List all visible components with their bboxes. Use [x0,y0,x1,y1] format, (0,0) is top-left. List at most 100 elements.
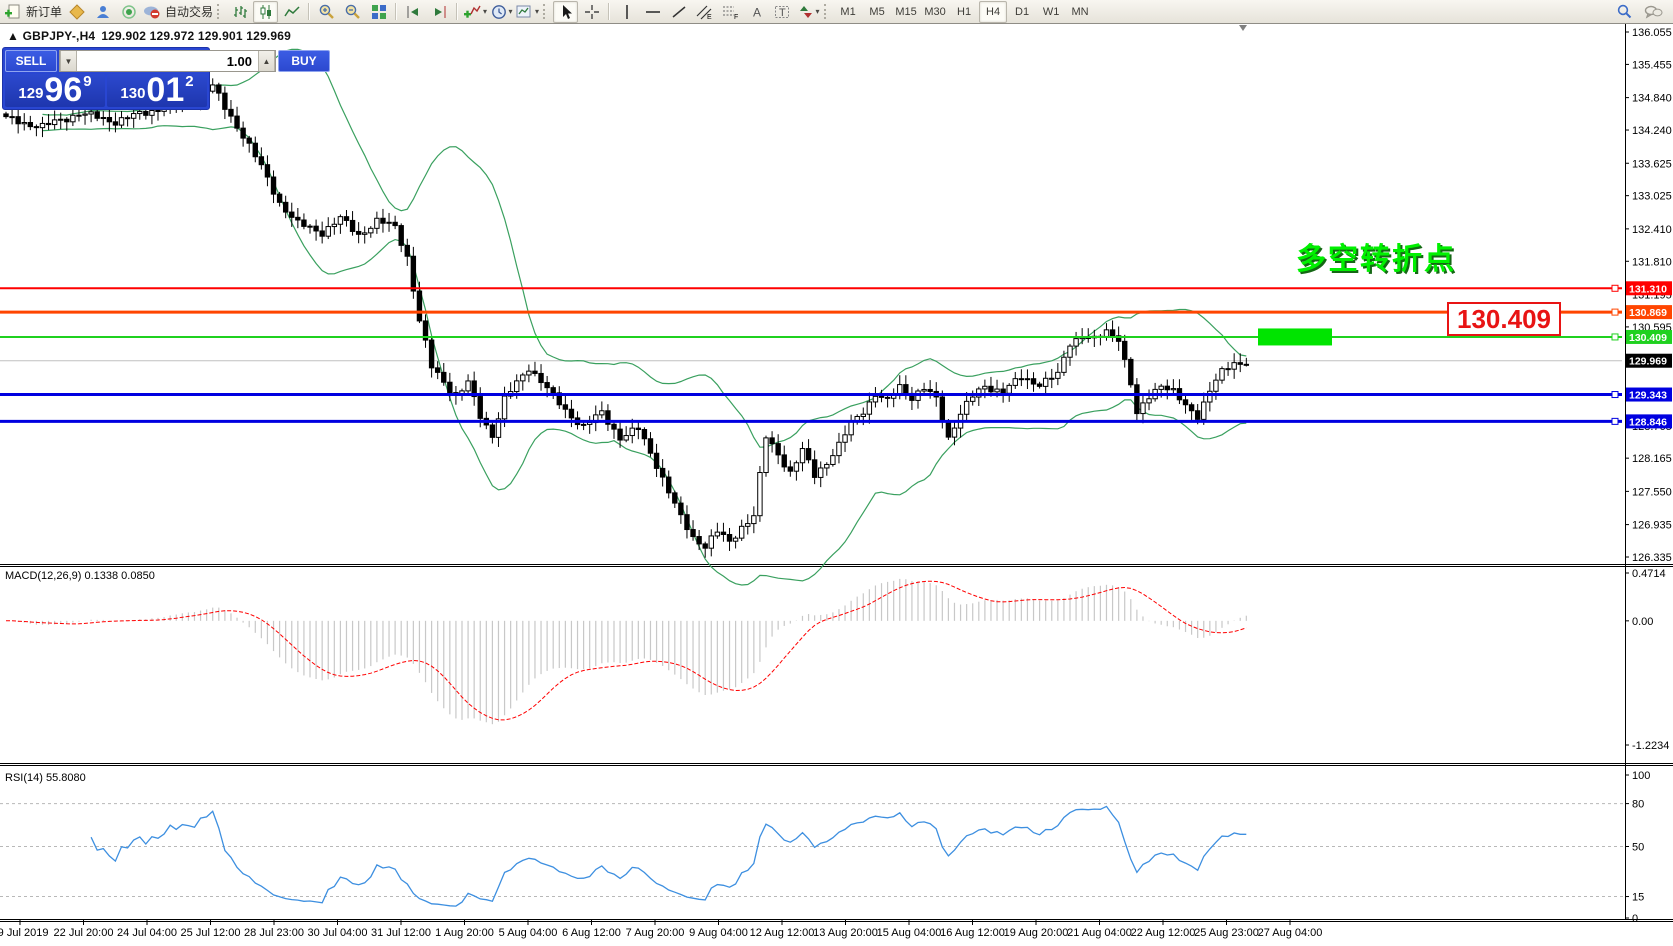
price-level-callout[interactable]: 130.409 [1447,302,1561,336]
signals-button[interactable] [116,1,141,23]
line-chart-button[interactable] [279,1,304,23]
volume-input[interactable] [77,51,258,71]
tab-timeframe-d1[interactable]: D1 [1015,5,1030,18]
one-click-trading-panel: SELL ▼ ▲ BUY 129 96 9 130 01 2 [2,47,330,110]
level-line-anchor[interactable] [1611,284,1619,292]
indicators-dropdown-caret[interactable]: ▾ [483,7,488,16]
search-icon [1617,4,1632,18]
autotrading-button[interactable]: 自动交易 [142,1,214,23]
periods-dropdown-caret[interactable]: ▾ [508,7,513,16]
channel-tool-button[interactable]: E [692,1,717,23]
tab-timeframe-h1[interactable]: H1 [957,5,972,18]
horizontal-line-tool-button[interactable] [640,1,665,23]
clock-icon [491,4,506,19]
text-label-icon: T [775,5,790,19]
templates-icon [516,5,531,17]
zoom-in-button[interactable] [314,1,339,23]
periods-button[interactable]: ▾ [489,1,514,23]
search-button[interactable] [1612,1,1637,23]
templates-dropdown-caret[interactable]: ▾ [535,7,540,16]
zoom-out-button[interactable] [340,1,365,23]
tab-timeframe-m15[interactable]: M15 [895,5,917,18]
toolbar-drag-handle[interactable] [824,4,829,19]
line-chart-icon [283,5,300,16]
bar-chart-button[interactable] [227,1,252,23]
price-tag[interactable] [1626,353,1672,368]
chart-shift-button[interactable] [427,1,452,23]
tab-timeframe-m1[interactable]: M1 [840,5,856,18]
buy-button[interactable]: BUY [278,50,330,72]
time-axis-label: 15 Aug 04:00 [877,927,942,939]
price-tag[interactable] [1626,414,1672,429]
bar-chart-icon [233,5,247,18]
text-tool-button[interactable]: A [744,1,769,23]
arrows-tool-button[interactable]: ▾ [796,1,821,23]
chart-canvas[interactable]: 136.055 135.455 134.840 134.240 133.625 133.0… [0,24,1673,946]
bollinger-lower-band[interactable] [42,125,1247,586]
auto-scroll-button[interactable] [401,1,426,23]
fibonacci-tool-button[interactable]: F [718,1,743,23]
level-line-anchor[interactable] [1611,333,1619,341]
templates-button[interactable]: ▾ [515,1,540,23]
price-tag[interactable] [1626,387,1672,402]
level-line-anchor[interactable] [1611,417,1619,425]
new-order-button[interactable]: 新订单 [3,1,63,23]
turning-point-annotation[interactable]: 多空转折点 [1296,243,1456,276]
trendline-icon [672,5,686,18]
crosshair-tool-button[interactable] [579,1,604,23]
time-axis-label: 12 Aug 12:00 [750,927,815,939]
volume-decrease-button[interactable]: ▼ [60,51,77,71]
candlestick-button[interactable] [253,0,279,23]
tab-timeframe-h4[interactable]: H4 [979,0,1008,23]
tab-timeframe-m30[interactable]: M30 [924,5,946,18]
chat-icon [1644,5,1663,19]
highlight-rectangle[interactable] [1258,328,1332,346]
price-tag-label: 130.869 [1629,307,1667,319]
price-tick-label: 133.025 [1632,191,1672,203]
toolbar-separator [608,3,611,20]
level-line-anchor[interactable] [1611,308,1619,316]
time-axis-label: 22 Aug 12:00 [1131,927,1196,939]
volume-stepper: ▼ ▲ [59,50,276,72]
cursor-tool-button[interactable] [553,0,579,23]
profile-icon [96,5,109,18]
time-axis-label: 6 Aug 12:00 [562,927,621,939]
sell-price-prefix: 129 [18,85,44,102]
arrows-dropdown-caret[interactable]: ▾ [815,7,820,16]
price-tick-label: 126.335 [1632,552,1672,564]
tab-timeframe-m5[interactable]: M5 [869,5,885,18]
metaeditor-button[interactable] [64,1,89,23]
buy-price-button[interactable]: 130 01 2 [107,73,207,107]
toolbar-drag-handle[interactable] [543,4,548,19]
sell-price-button[interactable]: 129 96 9 [5,73,105,107]
toolbar: 新订单 自动交易 ▾ ▾ [0,0,1673,24]
price-tick-label: 128.165 [1632,453,1672,465]
price-tag[interactable] [1626,329,1672,344]
vertical-line-icon [625,4,628,19]
profile-button[interactable] [90,1,115,23]
sell-button[interactable]: SELL [5,50,57,72]
tile-windows-button[interactable] [366,1,391,23]
chat-button[interactable] [1641,1,1666,23]
text-label-tool-button[interactable]: T [770,1,795,23]
bollinger-upper-band[interactable] [42,48,1247,448]
tab-timeframe-mn[interactable]: MN [1071,5,1089,18]
price-tag[interactable] [1626,281,1672,296]
price-tag-label: 130.409 [1629,332,1667,344]
price-tag-label: 129.343 [1629,390,1667,402]
price-tag[interactable] [1626,305,1672,320]
tile-windows-icon [371,4,386,19]
volume-increase-button[interactable]: ▲ [258,51,275,71]
tab-timeframe-w1[interactable]: W1 [1042,5,1060,18]
vertical-line-tool-button[interactable] [614,1,639,23]
toolbar-right [1612,1,1670,23]
time-axis-label: 25 Aug 23:00 [1194,927,1259,939]
level-line-anchor[interactable] [1611,391,1619,399]
trendline-tool-button[interactable] [666,1,691,23]
indicators-button[interactable]: ▾ [462,1,488,23]
macd-pane-label: MACD(12,26,9) 0.1338 0.0850 [5,570,155,582]
chart-shift-marker[interactable] [1239,25,1247,31]
toolbar-drag-handle[interactable] [217,4,222,19]
candles-layer [3,78,1250,558]
